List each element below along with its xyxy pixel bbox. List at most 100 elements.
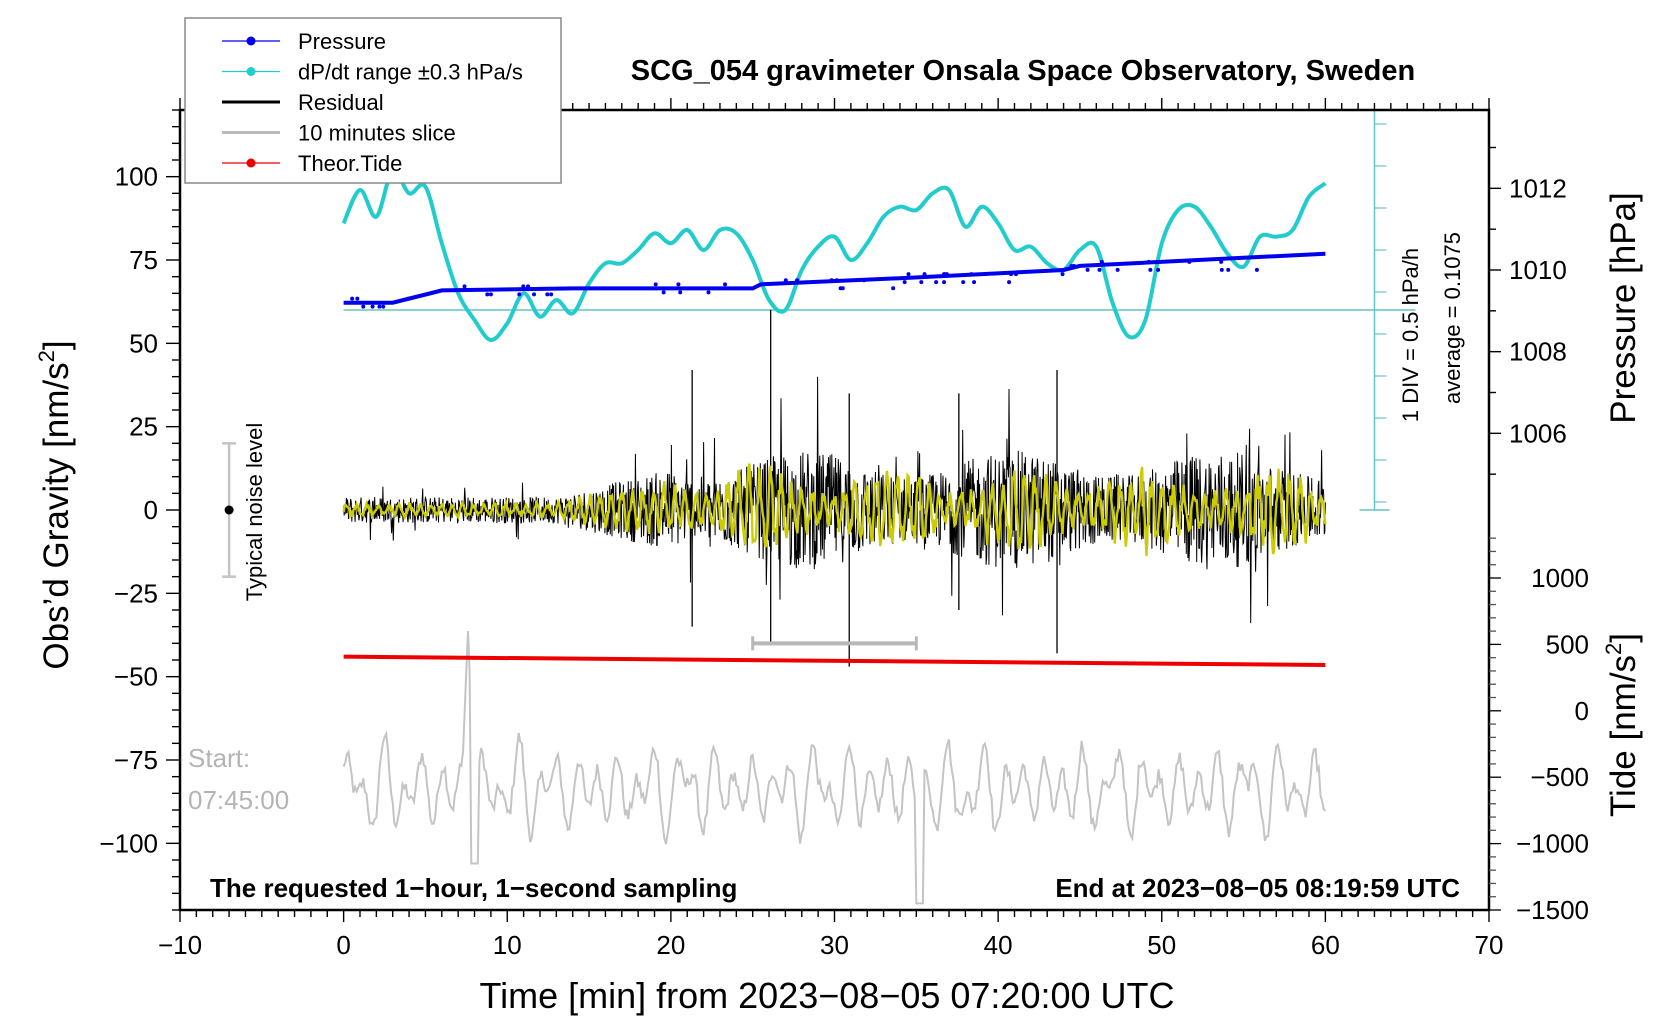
y-tick-label-tide: −1500 <box>1516 895 1589 925</box>
pressure-point <box>661 290 666 295</box>
pressure-point <box>517 292 522 297</box>
y-tick-label-tide: −500 <box>1530 762 1589 792</box>
legend: Pressure dP/dt range ±0.3 hPa/s Residual 10… <box>184 17 562 184</box>
pressure-point <box>381 304 386 309</box>
pressure-point <box>676 282 681 287</box>
pressure-point <box>1219 267 1224 272</box>
pressure-point <box>549 292 554 297</box>
pressure-point <box>361 304 366 309</box>
legend-swatch-marker <box>246 67 256 76</box>
pressure-point <box>1013 272 1018 277</box>
pressure-point <box>1148 267 1153 272</box>
pressure-series-line <box>343 251 1326 305</box>
y-axis-label-left-end: ] <box>37 340 76 350</box>
residual-series-line <box>343 376 1326 624</box>
pressure-point <box>545 292 550 297</box>
y-tick-label-left: 50 <box>129 328 158 358</box>
pressure-point <box>783 278 788 283</box>
pressure-point <box>902 280 907 285</box>
pressure-point <box>723 282 728 287</box>
y-axis-label-tide-sup: 2 <box>1601 643 1626 655</box>
pressure-point <box>1097 267 1102 272</box>
y-tick-labels-tide: 1000 500 0 −500 −1000 −1500 <box>1516 563 1589 925</box>
pressure-point <box>350 296 355 301</box>
pressure-point <box>942 280 947 285</box>
pressure-point <box>1009 272 1014 277</box>
start-label: Start: <box>188 743 250 773</box>
pressure-point <box>1071 264 1076 268</box>
pressure-point <box>1060 272 1065 277</box>
y-tick-label-pressure: 1012 <box>1509 173 1567 203</box>
y-tick-label-left: −100 <box>99 828 158 858</box>
x-tick-label: 0 <box>336 930 350 960</box>
y-tick-label-tide: −1000 <box>1516 829 1589 859</box>
pressure-point <box>678 290 683 295</box>
x-tick-label: 60 <box>1311 930 1340 960</box>
pressure-point <box>653 282 658 287</box>
pressure-point <box>934 280 939 285</box>
y-axis-label-tide-main: Tide [nm/s <box>1604 655 1643 817</box>
y-tick-labels-left: 100 75 50 25 0 −25 −50 −75 −100 <box>99 162 158 859</box>
pressure-point <box>485 292 490 297</box>
pressure-point <box>1146 259 1151 264</box>
pressure-point <box>861 278 866 283</box>
y-tick-label-left: −75 <box>114 745 158 775</box>
pressure-point <box>1219 259 1224 264</box>
residual-smooth-series-line <box>342 463 1327 556</box>
pressure-point <box>834 278 839 283</box>
legend-label: 10 minutes slice <box>298 121 456 146</box>
average-label: average = 0.1075 <box>1440 232 1465 404</box>
y-tick-label-tide: 1000 <box>1531 563 1589 593</box>
pressure-point <box>377 304 382 309</box>
chart-title: SCG_054 gravimeter Onsala Space Observat… <box>631 55 1415 87</box>
legend-swatch-marker <box>246 36 256 46</box>
slice-series-line <box>342 631 1327 905</box>
pressure-point <box>919 280 924 285</box>
div-scale-label: 1 DIV = 0.5 hPa/h <box>1398 248 1423 422</box>
y-tick-label-left: 75 <box>129 245 158 275</box>
pressure-point <box>488 292 493 297</box>
x-tick-label: 20 <box>656 930 685 960</box>
legend-label: Theor.Tide <box>298 151 402 176</box>
pressure-point <box>521 284 526 289</box>
y-tick-label-pressure: 1010 <box>1509 255 1567 285</box>
pressure-point <box>1085 267 1090 272</box>
pressure-point <box>706 290 711 295</box>
legend-label: dP/dt range ±0.3 hPa/s <box>298 60 523 85</box>
pressure-point <box>961 280 966 285</box>
y-tick-label-left: 25 <box>129 412 158 442</box>
y-tick-label-left: −50 <box>114 662 158 692</box>
y-tick-label-pressure: 1006 <box>1509 418 1567 448</box>
pressure-point <box>355 296 360 301</box>
y-axis-label-left-sup: 2 <box>34 350 59 362</box>
tide-series-line <box>343 654 1326 667</box>
x-tick-label: 50 <box>1147 930 1176 960</box>
y-tick-labels-pressure: 1012 1010 1008 1006 <box>1509 173 1567 448</box>
pressure-point <box>944 272 949 277</box>
pressure-point <box>829 278 834 283</box>
start-time-label: 07:45:00 <box>188 785 289 815</box>
pressure-point <box>922 272 927 277</box>
pressure-point <box>906 272 911 277</box>
pressure-point <box>1187 259 1192 264</box>
y-axis-label-left: Obs’d Gravity [nm/s2] <box>34 340 76 669</box>
series-layer <box>222 110 1416 905</box>
pressure-point <box>1226 267 1231 272</box>
dpdt-series-line <box>341 167 1327 342</box>
x-tick-label: 40 <box>984 930 1013 960</box>
pressure-point <box>526 284 531 289</box>
y-tick-label-left: 100 <box>115 162 158 192</box>
pressure-point <box>972 280 977 285</box>
x-tick-label: 30 <box>820 930 849 960</box>
legend-label: Pressure <box>298 29 386 54</box>
pressure-point <box>891 286 896 291</box>
y-axis-label-left-main: Obs’d Gravity [nm/s <box>37 362 76 669</box>
plot-frame <box>166 98 1501 922</box>
pressure-point <box>942 272 947 277</box>
pressure-point <box>370 304 375 309</box>
pressure-point <box>1007 280 1012 285</box>
pressure-point <box>795 278 800 283</box>
pressure-point <box>1115 267 1120 272</box>
y-tick-label-left: 0 <box>144 495 158 525</box>
